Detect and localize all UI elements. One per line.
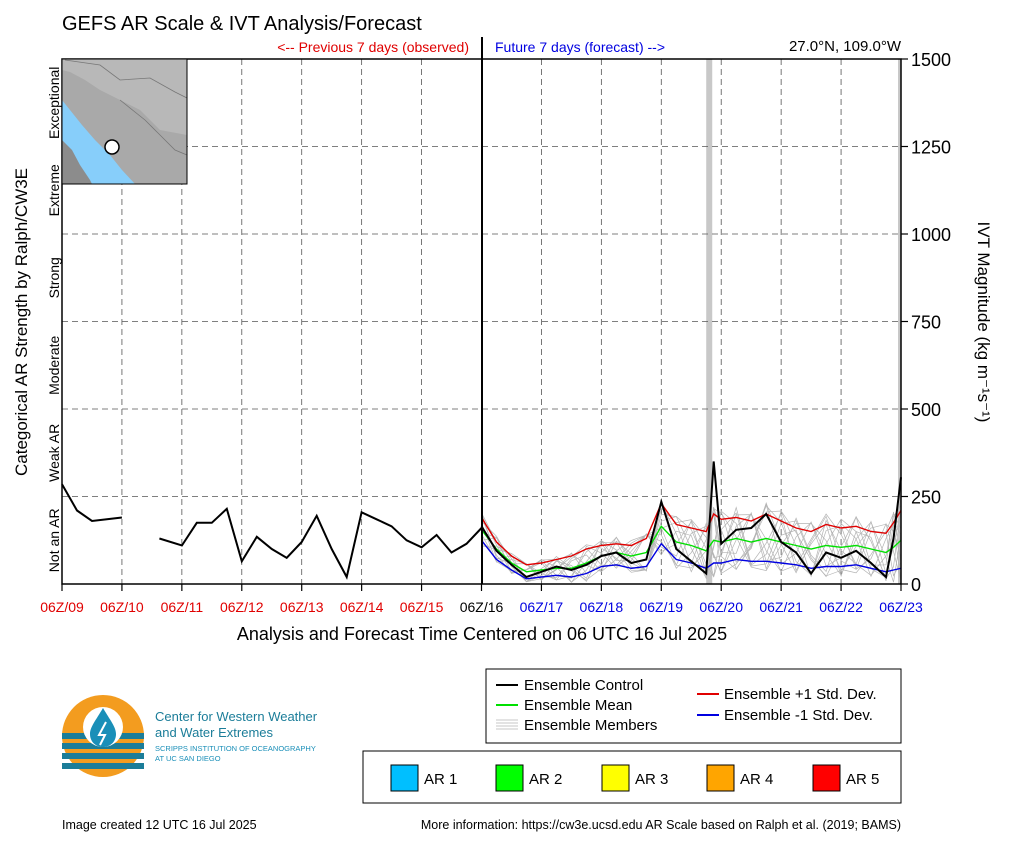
xtick-label-4: 06Z/13 <box>280 599 324 615</box>
xtick-label-6: 06Z/15 <box>400 599 444 615</box>
ytick-label-500: 500 <box>911 400 941 420</box>
xtick-label-1: 06Z/10 <box>100 599 144 615</box>
logo-line3: SCRIPPS INSTITUTION OF OCEANOGRAPHY <box>155 744 316 753</box>
legend-mean-label: Ensemble Mean <box>524 697 632 714</box>
ytick-label-1500: 1500 <box>911 50 951 70</box>
xtick-label-12: 06Z/21 <box>759 599 803 615</box>
ytick-label-750: 750 <box>911 313 941 333</box>
xtick-label-3: 06Z/12 <box>220 599 264 615</box>
legend-control-label: Ensemble Control <box>524 677 643 694</box>
xtick-label-0: 06Z/09 <box>40 599 84 615</box>
member-line-0 <box>481 510 902 583</box>
observed-lines <box>61 483 483 580</box>
ytick-label-1250: 1250 <box>911 138 951 158</box>
xtick-label-2: 06Z/11 <box>161 599 204 615</box>
xtick-label-9: 06Z/18 <box>580 599 624 615</box>
ar-category-labels: Not an AR Weak AR Moderate Strong Extreme Exc… <box>46 67 62 573</box>
right-axis-ticks: 0 250 500 750 1000 1250 1500 <box>901 50 951 595</box>
created-timestamp: Image created 12 UTC 16 Jul 2025 <box>62 818 257 832</box>
plus-sd-line <box>480 502 902 566</box>
ar1-label: AR 1 <box>424 771 457 788</box>
ar-period-shading <box>706 59 901 584</box>
xtick-label-8: 06Z/17 <box>520 599 564 615</box>
ytick-label-250: 250 <box>911 488 941 508</box>
category-label-1: Weak AR <box>46 424 62 482</box>
xtick-label-11: 06Z/20 <box>699 599 743 615</box>
ar5-label: AR 5 <box>846 771 879 788</box>
ar3-label: AR 3 <box>635 771 668 788</box>
ar3-swatch <box>601 764 630 792</box>
legend-members-label: Ensemble Members <box>524 717 657 734</box>
cw3e-logo: Center for Western Weather and Water Ext… <box>62 695 318 777</box>
member-line-11 <box>481 506 902 581</box>
ar5-swatch <box>812 764 841 792</box>
ar1-swatch <box>390 764 419 792</box>
ytick-label-0: 0 <box>911 575 921 595</box>
grid-lines <box>62 59 901 584</box>
category-label-4: Extreme <box>46 164 62 216</box>
ar-shading-band-1 <box>898 59 901 584</box>
chart-title: GEFS AR Scale & IVT Analysis/Forecast <box>62 13 422 35</box>
observed-line-0 <box>61 483 123 523</box>
line-legend: Ensemble Control Ensemble Mean Ensemble … <box>485 668 902 744</box>
future-days-label: Future 7 days (forecast) --> <box>495 39 665 55</box>
x-axis-ticks: 06Z/09 06Z/10 06Z/11 06Z/12 06Z/13 06Z/14 06Z/… <box>40 584 923 615</box>
xtick-label-10: 06Z/19 <box>639 599 683 615</box>
ytick-label-1000: 1000 <box>911 225 951 245</box>
legend-minus-sd-label: Ensemble -1 Std. Dev. <box>724 707 873 724</box>
ar2-swatch <box>495 764 524 792</box>
x-axis-label: Analysis and Forecast Time Centered on 0… <box>237 624 727 644</box>
xtick-label-5: 06Z/14 <box>340 599 384 615</box>
ar2-label: AR 2 <box>529 771 562 788</box>
xtick-label-7: 06Z/16 <box>460 599 504 615</box>
more-info-text: More information: https://cw3e.ucsd.edu … <box>421 818 901 832</box>
category-label-3: Strong <box>46 257 62 298</box>
mean-line <box>480 525 902 573</box>
logo-line2: and Water Extremes <box>155 725 274 740</box>
previous-days-label: <-- Previous 7 days (observed) <box>277 39 469 55</box>
member-line-10 <box>481 497 902 582</box>
legend-plus-sd-label: Ensemble +1 Std. Dev. <box>724 686 877 703</box>
location-inset-map <box>61 58 188 185</box>
ar-scale-legend: AR 1 AR 2 AR 3 AR 4 AR 5 <box>362 750 902 804</box>
location-label: 27.0°N, 109.0°W <box>789 38 902 55</box>
category-label-2: Moderate <box>46 336 62 395</box>
ensemble-series-lines <box>480 461 902 580</box>
ar4-label: AR 4 <box>740 771 773 788</box>
category-label-0: Not an AR <box>46 508 62 572</box>
category-label-5: Exceptional <box>46 67 62 139</box>
logo-line1: Center for Western Weather <box>155 709 318 724</box>
location-marker-icon <box>104 139 120 155</box>
ar-shading-band-0 <box>706 59 713 584</box>
left-axis-label: Categorical AR Strength by Ralph/CW3E <box>12 168 31 476</box>
right-axis-label: IVT Magnitude (kg m⁻¹s⁻¹) <box>974 222 993 423</box>
ar4-swatch <box>706 764 735 792</box>
member-line-8 <box>481 501 902 582</box>
xtick-label-13: 06Z/22 <box>819 599 863 615</box>
xtick-label-14: 06Z/23 <box>879 599 923 615</box>
legend-members-swatch <box>496 719 518 730</box>
logo-line4: AT UC SAN DIEGO <box>155 754 221 763</box>
observed-line-1 <box>159 506 483 580</box>
control-line <box>480 461 902 579</box>
